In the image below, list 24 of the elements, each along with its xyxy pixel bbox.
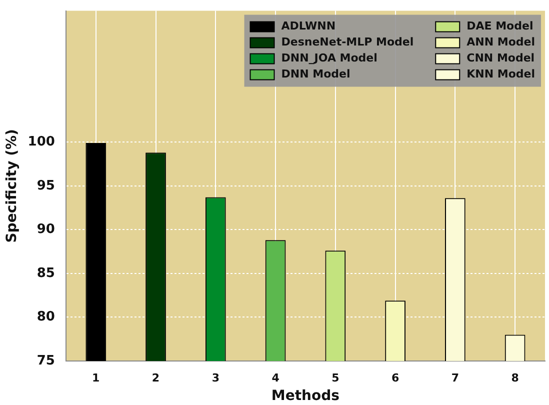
y-tick-label: 100 xyxy=(28,134,55,150)
y-tick-label: 75 xyxy=(36,353,55,368)
legend-label: CNN Model xyxy=(466,52,535,65)
x-tick-label: 5 xyxy=(332,371,340,384)
y-tick-label: 85 xyxy=(36,266,55,281)
legend-label: DesneNet-MLP Model xyxy=(281,36,414,49)
y-tick-label: 95 xyxy=(36,178,55,194)
y-axis-title: Specificity (%) xyxy=(4,129,20,243)
x-tick-label: 2 xyxy=(152,371,160,384)
legend-label: DNN Model xyxy=(281,68,350,81)
x-tick-label: 1 xyxy=(92,371,100,384)
legend-label: ADLWNN xyxy=(281,20,336,33)
x-tick-label: 3 xyxy=(212,371,220,384)
y-tick-label: 80 xyxy=(36,310,55,325)
x-tick-label: 7 xyxy=(451,371,460,384)
legend-label: KNN Model xyxy=(466,68,535,81)
x-tick-label: 8 xyxy=(511,371,519,384)
legend-label: ANN Model xyxy=(466,36,535,49)
x-axis-title: Methods xyxy=(271,388,340,404)
y-tick-label: 90 xyxy=(36,222,55,238)
x-tick-label: 4 xyxy=(272,371,280,384)
x-tick-label: 6 xyxy=(391,371,400,384)
legend-label: DAE Model xyxy=(466,20,534,33)
legend-label: DNN_JOA Model xyxy=(281,52,378,65)
